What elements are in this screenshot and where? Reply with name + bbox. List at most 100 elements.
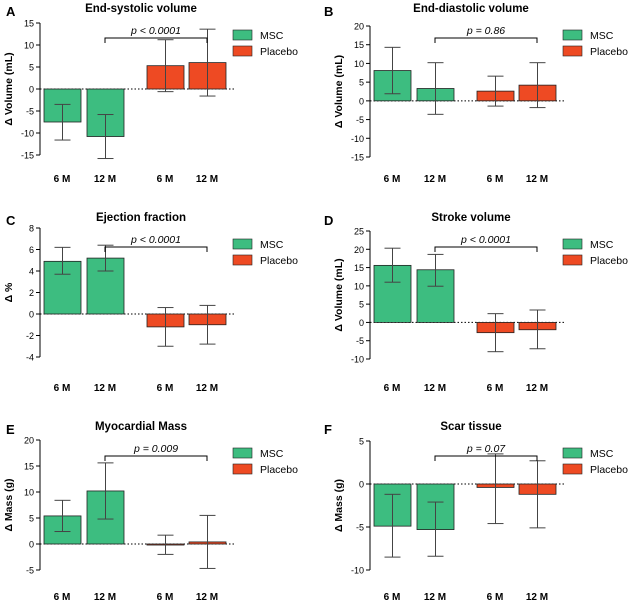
y-tick-label: -15 (21, 151, 34, 161)
panel-letter: A (6, 4, 16, 19)
x-tick-label: 6 M (157, 174, 174, 185)
legend-swatch-msc (562, 29, 583, 41)
legend-swatch-msc (562, 238, 583, 250)
y-tick-label: 15 (354, 263, 364, 273)
x-tick-label: 12 M (196, 174, 218, 185)
chart-title: Scar tissue (440, 421, 501, 433)
x-tick-label: 6 M (54, 174, 71, 185)
x-tick-label: 12 M (94, 592, 116, 603)
y-tick-label: 20 (354, 22, 364, 32)
legend-label-placebo: Placebo (260, 46, 298, 58)
y-axis-label: Δ Volume (mL) (333, 55, 345, 128)
x-tick-label: 12 M (526, 174, 548, 185)
legend-swatch-msc (232, 447, 253, 459)
chart-title: End-systolic volume (85, 3, 197, 15)
x-tick-label: 12 M (424, 383, 446, 394)
x-tick-label: 12 M (94, 383, 116, 394)
y-tick-label: -5 (356, 115, 364, 125)
chart-title: Myocardial Mass (95, 421, 187, 433)
p-value-label: p = 0.009 (133, 443, 178, 455)
legend-swatch-placebo (232, 254, 253, 266)
y-tick-label: 25 (354, 227, 364, 237)
legend-label-msc: MSC (590, 448, 614, 460)
x-tick-label: 12 M (424, 174, 446, 185)
legend-label-msc: MSC (260, 239, 284, 251)
y-tick-label: 20 (354, 245, 364, 255)
panel-b: B End-diastolic volume Δ Volume (mL) -15 -10… (324, 3, 628, 185)
x-tick-label: 6 M (487, 592, 504, 603)
legend-label-placebo: Placebo (260, 255, 298, 267)
panel-letter: C (6, 213, 16, 228)
x-tick-label: 6 M (157, 592, 174, 603)
y-tick-label: 6 (29, 245, 34, 255)
x-tick-label: 12 M (424, 592, 446, 603)
legend-label-msc: MSC (260, 448, 284, 460)
y-tick-label: 15 (354, 40, 364, 50)
p-value-label: p = 0.86 (466, 25, 505, 37)
y-tick-label: -5 (26, 107, 34, 117)
y-tick-label: 5 (359, 300, 364, 310)
y-tick-label: -10 (21, 129, 34, 139)
y-tick-label: -4 (26, 353, 34, 363)
chart-title: End-diastolic volume (413, 3, 529, 15)
p-value-label: p < 0.0001 (130, 234, 181, 246)
x-tick-label: 6 M (384, 592, 401, 603)
panel-c: C Ejection fraction Δ % -4 -2 0 2 4 6 8 6 M 12 M 6 M… (3, 212, 298, 394)
x-tick-label: 6 M (487, 383, 504, 394)
legend-label-placebo: Placebo (260, 464, 298, 476)
y-tick-label: 2 (29, 288, 34, 298)
x-tick-label: 12 M (526, 383, 548, 394)
significance-bracket (104, 37, 208, 43)
p-value-label: p < 0.0001 (130, 25, 181, 37)
legend-label-placebo: Placebo (590, 464, 628, 476)
legend-swatch-placebo (562, 45, 583, 57)
y-tick-label: -10 (351, 566, 364, 576)
significance-bracket (104, 246, 208, 252)
significance-bracket (434, 37, 538, 43)
y-tick-label: 0 (359, 318, 364, 328)
x-tick-label: 12 M (196, 592, 218, 603)
y-tick-label: 0 (359, 480, 364, 490)
panel-d: D Stroke volume Δ Volume (mL) -10 -5 0 5 10 15 20… (324, 212, 628, 394)
y-axis-label: Δ Volume (mL) (333, 258, 345, 331)
x-tick-label: 6 M (157, 383, 174, 394)
y-tick-label: 0 (29, 540, 34, 550)
legend-swatch-placebo (562, 463, 583, 475)
x-tick-label: 6 M (384, 383, 401, 394)
y-axis-label: Δ Mass (g) (3, 478, 15, 531)
y-tick-label: 5 (29, 63, 34, 73)
legend-label-placebo: Placebo (590, 255, 628, 267)
y-tick-label: -15 (351, 153, 364, 163)
y-tick-label: -10 (351, 355, 364, 365)
y-tick-label: 4 (29, 267, 34, 277)
legend-swatch-placebo (232, 463, 253, 475)
panel-letter: D (324, 213, 333, 228)
y-tick-label: 10 (354, 59, 364, 69)
panel-letter: B (324, 4, 333, 19)
y-tick-label: -2 (26, 331, 34, 341)
y-tick-label: 10 (354, 281, 364, 291)
y-tick-label: 5 (359, 437, 364, 447)
x-tick-label: 6 M (54, 383, 71, 394)
chart-title: Ejection fraction (96, 212, 186, 224)
panel-e: E Myocardial Mass Δ Mass (g) -5 0 5 10 15 20 6 M 1… (3, 421, 298, 603)
y-tick-label: 5 (29, 514, 34, 524)
legend-label-placebo: Placebo (590, 46, 628, 58)
y-tick-label: 15 (24, 462, 34, 472)
y-tick-label: 5 (359, 78, 364, 88)
legend-swatch-msc (232, 238, 253, 250)
significance-bracket (434, 455, 538, 461)
y-tick-label: 8 (29, 224, 34, 234)
y-tick-label: 20 (24, 436, 34, 446)
y-axis-label: Δ Mass (g) (333, 479, 345, 532)
y-tick-label: 0 (29, 85, 34, 95)
chart-title: Stroke volume (431, 212, 510, 224)
legend-swatch-msc (562, 447, 583, 459)
significance-bracket (104, 455, 208, 461)
panel-letter: E (6, 422, 15, 437)
y-tick-label: 0 (29, 310, 34, 320)
p-value-label: p = 0.07 (466, 443, 506, 455)
legend-swatch-placebo (562, 254, 583, 266)
y-tick-label: -10 (351, 134, 364, 144)
